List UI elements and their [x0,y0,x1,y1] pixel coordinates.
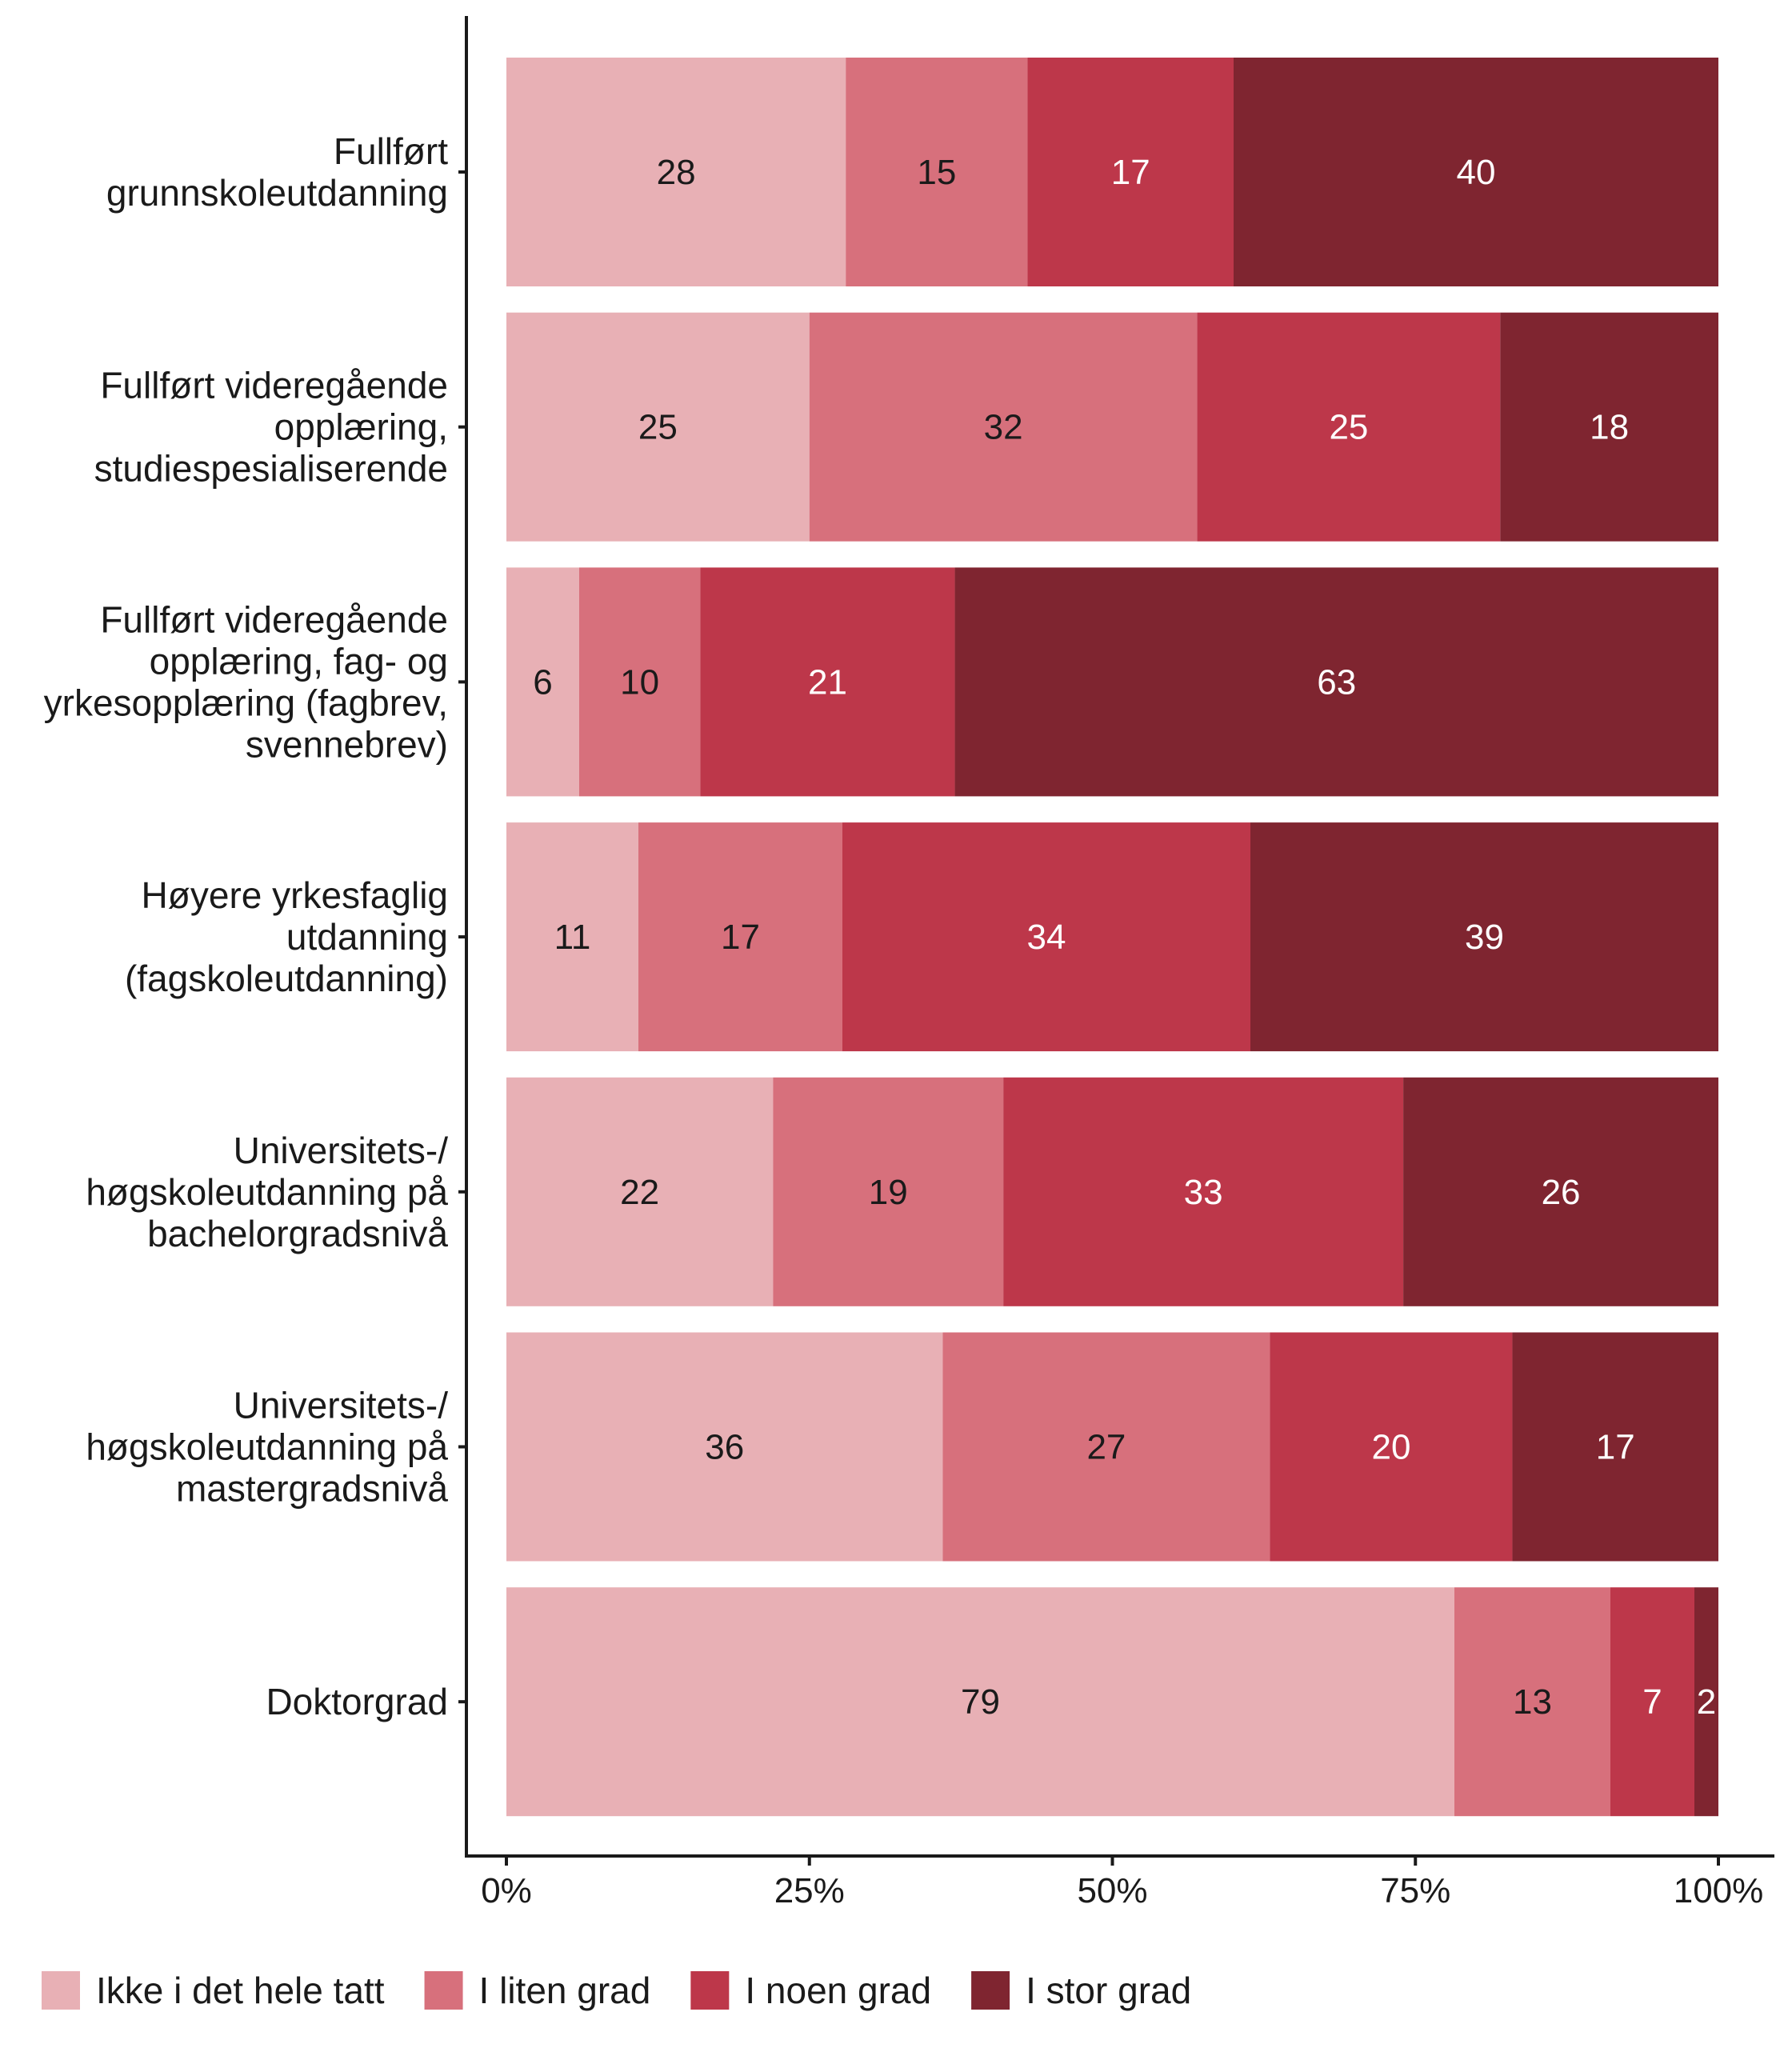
data-label: 79 [961,1682,1000,1722]
data-label: 63 [1317,662,1356,702]
data-label: 25 [1329,408,1368,447]
legend-label: I liten grad [479,1970,651,2011]
bar-segment [1270,1332,1513,1562]
legend: Ikke i det hele tatt I liten grad I noen g… [42,1970,1191,2011]
data-label: 19 [869,1173,908,1212]
data-label: 22 [620,1173,659,1212]
data-label: 33 [1184,1173,1223,1212]
bar-segment [1512,1332,1718,1562]
bar-segment [842,822,1250,1052]
bar-segment [846,58,1028,286]
category-label: Fullført videregående opplæring, fag- og y… [44,598,448,765]
bar-segment [1250,822,1718,1052]
legend-swatch [971,1971,1010,2010]
category-label: Universitets-/høgskoleutdanning på master… [86,1385,448,1510]
legend-swatch [42,1971,80,2010]
x-tick-label: 0% [481,1871,532,1910]
bar-segment [506,1332,943,1562]
category-label: Fullført videregående opplæring, studiespe… [94,365,448,490]
data-label: 34 [1027,918,1066,957]
category-label: Universitets-/høgskoleutdanning på bachel… [86,1130,448,1254]
bar-segment [1694,1587,1718,1817]
bar-segment [1403,1077,1718,1306]
axes [458,16,1774,1858]
data-label: 27 [1086,1428,1126,1467]
category-labels: Fullført grunnskoleutdanning Fullført vide… [44,130,449,1722]
bar-segment [1003,1077,1404,1306]
bar-segment [506,567,579,797]
bar-segment [638,822,842,1052]
category-label: Fullført grunnskoleutdanning [106,130,448,214]
data-label: 36 [705,1428,744,1467]
bar-segment [1234,58,1718,286]
legend-swatch [690,1971,730,2010]
x-tick-label: 25% [774,1871,845,1910]
bar-segment [578,567,701,797]
bar-segment [954,567,1718,797]
data-label: 20 [1371,1428,1410,1467]
category-label: Høyere yrkesfaglig utdanning (fagskoleutda… [125,874,448,999]
data-label: 18 [1590,408,1629,447]
x-tick-label: 50% [1077,1871,1147,1910]
data-label: 6 [533,662,552,702]
data-label: 21 [808,662,847,702]
data-label: 17 [1596,1428,1635,1467]
data-label: 17 [1111,153,1150,192]
bar-segment [506,58,846,286]
data-label: 26 [1542,1173,1581,1212]
bar-segment [506,1587,1454,1817]
x-tick-label: 100% [1674,1871,1764,1910]
legend-swatch [424,1971,463,2010]
data-label: 32 [984,408,1023,447]
bar-segment [1610,1587,1694,1817]
bar-segment [506,822,638,1052]
bars-layer: 28 15 17 40 25 32 25 18 6 10 21 63 11 17 34 39 22 19 33 26 3… [506,58,1718,1817]
x-tick-label: 75% [1380,1871,1450,1910]
category-label: Doktorgrad [266,1681,448,1722]
bar-segment [700,567,955,797]
data-label: 7 [1642,1682,1662,1722]
legend-label: I noen grad [745,1970,931,2011]
data-label: 13 [1513,1682,1552,1722]
bar-segment [809,312,1198,542]
data-label: 40 [1457,153,1496,192]
bar-segment [942,1332,1270,1562]
data-label: 2 [1697,1682,1716,1722]
legend-label: I stor grad [1026,1970,1191,2011]
bar-segment [1454,1587,1610,1817]
data-label: 15 [917,153,956,192]
data-label: 39 [1465,918,1504,957]
bar-segment [1500,312,1718,542]
legend-label: Ikke i det hele tatt [96,1970,385,2011]
bar-segment [506,312,810,542]
bar-segment [1027,58,1234,286]
data-label: 28 [657,153,696,192]
bar-segment [773,1077,1004,1306]
bar-segment [506,1077,774,1306]
data-label: 25 [638,408,678,447]
data-label: 17 [721,918,760,957]
data-label: 10 [620,662,659,702]
bar-segment [1197,312,1501,542]
x-axis-ticks: 0% 25% 50% 75% 100% [481,1856,1763,1910]
data-label: 11 [554,918,591,957]
